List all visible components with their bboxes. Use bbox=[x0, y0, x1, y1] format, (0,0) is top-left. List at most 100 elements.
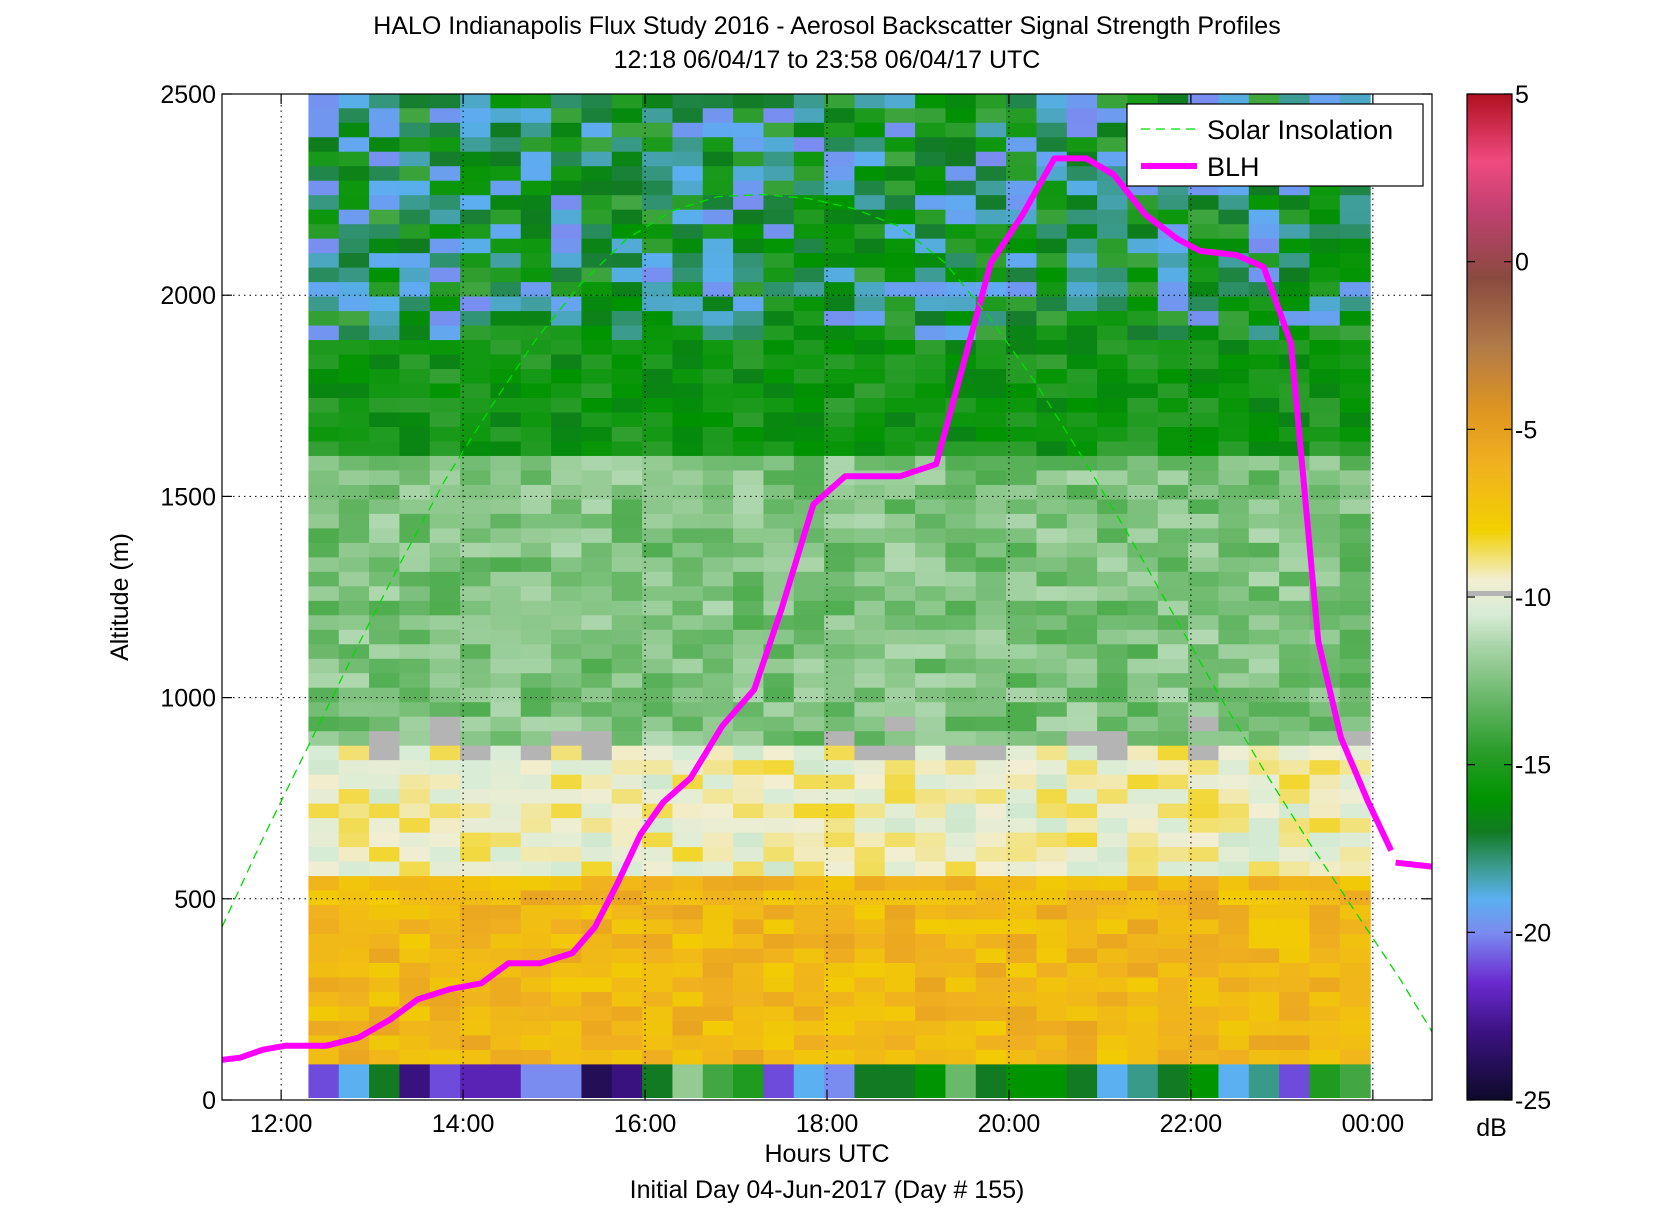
heatmap-cell bbox=[854, 803, 886, 819]
heatmap-cell bbox=[551, 353, 583, 370]
heatmap-cell bbox=[1036, 571, 1068, 587]
heatmap-cell bbox=[338, 1063, 370, 1098]
heatmap-cell bbox=[1218, 1020, 1250, 1036]
heatmap-cell bbox=[520, 339, 552, 355]
heatmap-cell bbox=[460, 1063, 492, 1098]
heatmap-cell bbox=[1218, 860, 1250, 877]
heatmap-cell bbox=[460, 904, 492, 920]
heatmap-cell bbox=[1006, 600, 1038, 616]
heatmap-cell bbox=[975, 368, 1007, 384]
heatmap-cell bbox=[824, 774, 856, 790]
heatmap-cell bbox=[1066, 498, 1098, 514]
heatmap-cell bbox=[884, 151, 916, 167]
heatmap-cell bbox=[369, 281, 401, 297]
heatmap-cell bbox=[611, 484, 643, 500]
heatmap-cell bbox=[369, 542, 401, 558]
heatmap-cell bbox=[945, 672, 977, 688]
heatmap-cell bbox=[915, 238, 947, 254]
heatmap-cell bbox=[763, 382, 795, 399]
heatmap-cell bbox=[1309, 860, 1341, 877]
heatmap-cell bbox=[338, 614, 370, 630]
heatmap-cell bbox=[1279, 440, 1311, 456]
heatmap-cell bbox=[915, 962, 947, 978]
heatmap-cell bbox=[1127, 904, 1159, 920]
heatmap-cell bbox=[915, 600, 947, 616]
heatmap-cell bbox=[1006, 846, 1038, 862]
heatmap-cell bbox=[460, 353, 492, 370]
heatmap-cell bbox=[369, 252, 401, 268]
heatmap-cell bbox=[945, 976, 977, 992]
heatmap-cell bbox=[1097, 267, 1129, 283]
heatmap-cell bbox=[1066, 759, 1098, 775]
heatmap-cell bbox=[1248, 672, 1280, 688]
heatmap-cell bbox=[1279, 701, 1311, 717]
heatmap-cell bbox=[642, 527, 674, 543]
heatmap-cell bbox=[1097, 556, 1129, 572]
heatmap-cell bbox=[945, 469, 977, 485]
heatmap-cell bbox=[1127, 991, 1159, 1007]
heatmap-cell bbox=[520, 180, 552, 196]
heatmap-cell bbox=[429, 600, 461, 616]
heatmap-cell bbox=[429, 165, 461, 181]
heatmap-cell bbox=[642, 324, 674, 341]
heatmap-cell bbox=[824, 962, 856, 978]
heatmap-cell bbox=[520, 324, 552, 341]
heatmap-cell bbox=[1127, 339, 1159, 355]
heatmap-cell bbox=[702, 397, 734, 413]
heatmap-cell bbox=[460, 397, 492, 413]
heatmap-cell bbox=[429, 614, 461, 630]
heatmap-cell bbox=[884, 107, 916, 123]
heatmap-cell bbox=[338, 527, 370, 543]
heatmap-cell bbox=[915, 774, 947, 790]
heatmap-cell bbox=[884, 571, 916, 587]
heatmap-cell bbox=[308, 426, 340, 442]
heatmap-cell bbox=[642, 962, 674, 978]
heatmap-cell bbox=[399, 223, 431, 239]
heatmap-cell bbox=[1279, 875, 1311, 891]
heatmap-cell bbox=[793, 658, 825, 674]
heatmap-cell bbox=[581, 238, 613, 254]
heatmap-cell bbox=[1036, 716, 1068, 732]
heatmap-cell bbox=[642, 904, 674, 920]
heatmap-cell bbox=[884, 542, 916, 558]
heatmap-cell bbox=[672, 107, 704, 123]
heatmap-cell bbox=[975, 600, 1007, 616]
heatmap-cell bbox=[884, 672, 916, 688]
heatmap-cell bbox=[975, 571, 1007, 587]
heatmap-cell bbox=[702, 310, 734, 326]
heatmap-cell bbox=[733, 730, 765, 746]
heatmap-cell bbox=[915, 397, 947, 413]
heatmap-cell bbox=[1066, 165, 1098, 181]
heatmap-cell bbox=[460, 151, 492, 167]
heatmap-cell bbox=[1127, 513, 1159, 529]
heatmap-cell bbox=[308, 223, 340, 239]
heatmap-cell bbox=[854, 223, 886, 239]
heatmap-cell bbox=[975, 165, 1007, 181]
heatmap-cell bbox=[490, 672, 522, 688]
heatmap-cell bbox=[611, 122, 643, 138]
heatmap-cell bbox=[763, 759, 795, 775]
heatmap-cell bbox=[1036, 803, 1068, 819]
heatmap-cell bbox=[702, 426, 734, 442]
heatmap-cell bbox=[915, 860, 947, 877]
heatmap-cell bbox=[793, 701, 825, 717]
heatmap-cell bbox=[884, 976, 916, 992]
heatmap-cell bbox=[642, 180, 674, 196]
heatmap-cell bbox=[611, 643, 643, 659]
heatmap-cell bbox=[672, 658, 704, 674]
heatmap-cell bbox=[824, 860, 856, 877]
heatmap-cell bbox=[581, 687, 613, 703]
heatmap-cell bbox=[551, 136, 583, 152]
heatmap-cell bbox=[1006, 759, 1038, 775]
heatmap-cell bbox=[854, 716, 886, 732]
heatmap-cell bbox=[338, 1005, 370, 1021]
heatmap-cell bbox=[1006, 426, 1038, 442]
heatmap-cell bbox=[308, 542, 340, 558]
heatmap-cell bbox=[702, 817, 734, 833]
heatmap-cell bbox=[824, 1034, 856, 1050]
heatmap-cell bbox=[1127, 774, 1159, 790]
heatmap-cell bbox=[490, 484, 522, 500]
heatmap-cell bbox=[1127, 860, 1159, 877]
heatmap-cell bbox=[308, 1020, 340, 1036]
heatmap-cell bbox=[1279, 672, 1311, 688]
